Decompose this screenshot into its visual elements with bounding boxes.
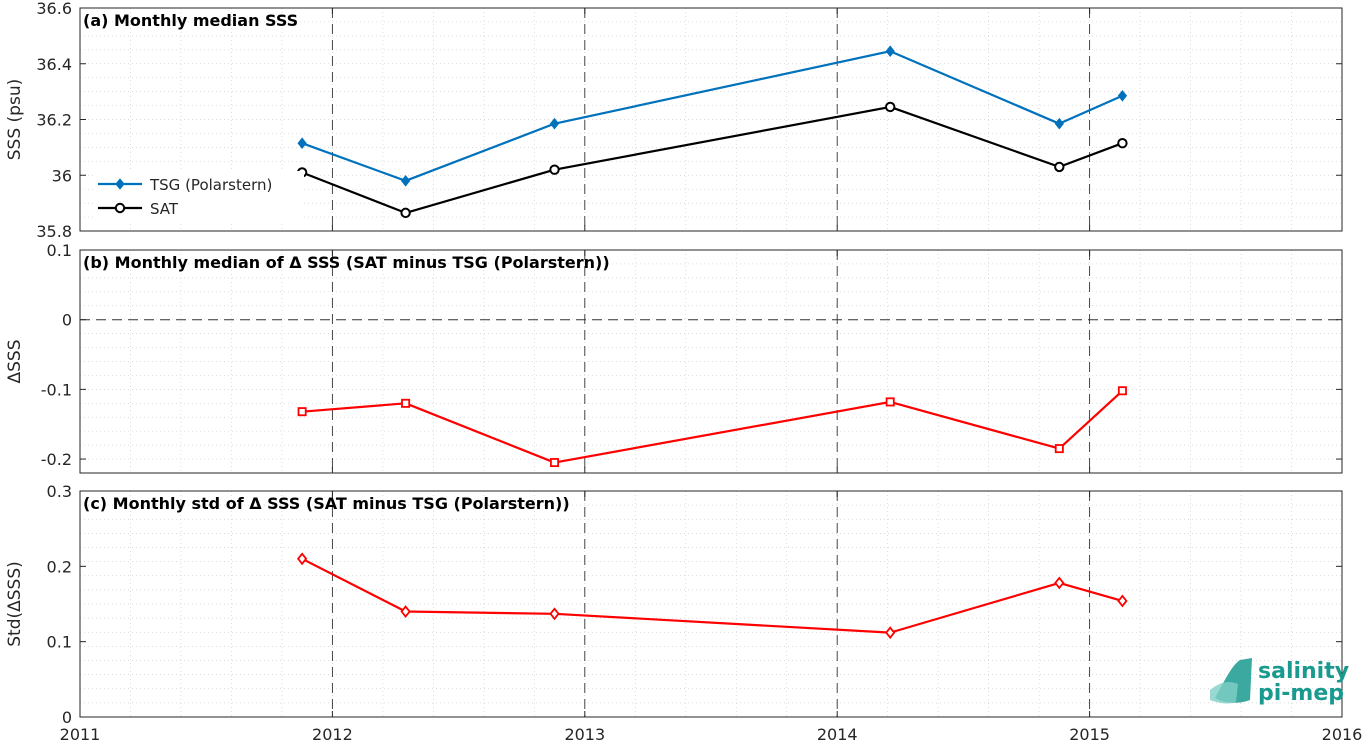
salinity-pi-mep-logo: salinity pi-mep [1210, 658, 1349, 706]
y-tick-label: 0.1 [47, 241, 72, 260]
data-point [296, 552, 308, 566]
data-point [885, 101, 896, 113]
plot-frame [79, 7, 1343, 232]
y-tick-label: -0.2 [41, 450, 72, 469]
data-point [1054, 161, 1065, 173]
y-axis-label: SSS (psu) [5, 79, 25, 160]
y-tick-label: 0.2 [47, 557, 72, 576]
data-point [400, 175, 411, 187]
y-tick-label: 0 [62, 311, 72, 330]
y-tick-label: 0.3 [47, 482, 72, 501]
plot-frame [79, 249, 1343, 474]
data-point [297, 137, 307, 149]
plot-area [80, 491, 1342, 717]
legend-label: SAT [150, 200, 179, 218]
plot-area [80, 250, 1342, 473]
data-point [885, 45, 895, 58]
x-tick-label: 2014 [817, 725, 858, 744]
data-point [1117, 386, 1127, 396]
data-point [885, 397, 895, 407]
data-point [549, 164, 560, 175]
series-line-1 [301, 105, 1123, 214]
data-point [549, 607, 560, 621]
y-tick-label: 35.8 [36, 222, 72, 241]
x-tick-label: 2012 [312, 725, 353, 744]
panel-c-std-delta-sss: 0 0.1 0.2 0.3 2011 2012 2013 2014 2015 2016 (c) Mo… [5, 482, 1362, 744]
panel-title: (a) Monthly median SSS [83, 11, 298, 30]
data-point [1117, 594, 1128, 608]
panel-title: (c) Monthly std of Δ SSS (SAT minus TSG … [83, 494, 570, 513]
y-tick-label: 0.1 [47, 633, 72, 652]
legend-box [94, 171, 304, 221]
y-axis-label: ΔSSS [5, 339, 25, 383]
panel-title: (b) Monthly median of Δ SSS (SAT minus T… [83, 253, 610, 272]
data-point [885, 626, 896, 640]
x-tick-label: 2011 [60, 725, 101, 744]
x-tick-label: 2016 [1322, 725, 1363, 744]
data-point [401, 398, 411, 408]
logo-wave-icon-shade [1210, 682, 1238, 704]
data-point [1117, 137, 1128, 149]
series-line-0 [302, 389, 1124, 464]
y-tick-label: 36.4 [36, 55, 72, 74]
logo-text-line1: salinity [1258, 659, 1349, 684]
x-tick-label: 2015 [1069, 725, 1110, 744]
data-point [550, 458, 560, 468]
data-point [1054, 444, 1064, 454]
data-point [549, 117, 560, 130]
data-point [1054, 117, 1064, 130]
logo-text-line2: pi-mep [1258, 681, 1344, 706]
panel-b-median-delta-sss: -0.2 -0.1 0 0.1 (b) Monthly median of Δ SSS … [5, 241, 1343, 474]
y-tick-label: -0.1 [41, 380, 72, 399]
series-line-0 [301, 50, 1123, 182]
x-tick-label: 2013 [564, 725, 605, 744]
data-point [400, 605, 411, 618]
plot-frame [79, 490, 1343, 718]
panel-a-monthly-median-sss: 35.8 36 36.2 36.4 36.6 (a) Monthly median SSS… [5, 0, 1343, 241]
y-tick-label: 36 [52, 166, 72, 185]
legend-marker [114, 202, 126, 214]
series-line-0 [301, 557, 1123, 634]
y-tick-label: 0 [62, 708, 72, 727]
data-point [1054, 576, 1065, 590]
data-point [400, 207, 411, 219]
y-tick-label: 36.6 [36, 0, 72, 18]
y-axis-label: Std(ΔSSS) [5, 561, 25, 647]
y-tick-label: 36.2 [36, 111, 72, 130]
data-point [297, 407, 307, 417]
legend-marker [115, 178, 125, 190]
data-point [1117, 90, 1128, 102]
legend-label: TSG (Polarstern) [149, 176, 272, 194]
